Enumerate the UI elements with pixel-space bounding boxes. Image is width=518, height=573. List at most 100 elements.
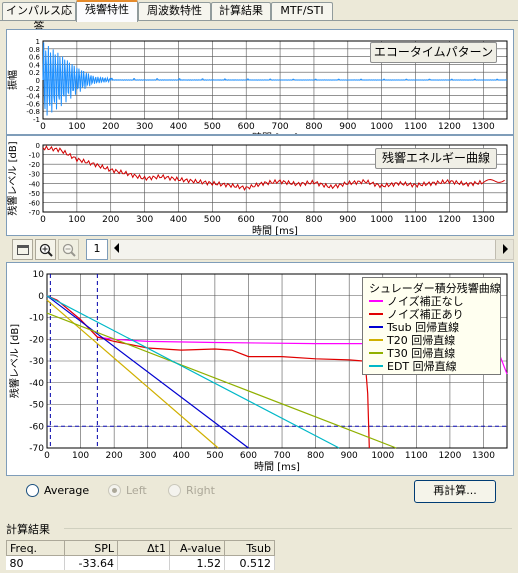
tab-results[interactable]: 計算結果 bbox=[211, 2, 271, 20]
zoom-in-button[interactable] bbox=[35, 239, 56, 260]
plot-frame bbox=[42, 144, 508, 213]
x-axis-label: 時間 [ms] bbox=[252, 132, 298, 134]
legend-swatch bbox=[369, 300, 383, 302]
legend-label: T30 回帰直線 bbox=[387, 347, 456, 360]
legend-label: ノイズ補正あり bbox=[387, 308, 464, 321]
x-axis-label: 時間 [ms] bbox=[252, 225, 298, 235]
results-section-title: 計算結果 bbox=[6, 523, 50, 536]
cell-freq: 80 bbox=[6, 555, 65, 570]
decay-series-line bbox=[46, 295, 370, 449]
col-header-tsub[interactable]: Tsub bbox=[224, 540, 275, 556]
y-tick-label: 0.8 bbox=[29, 46, 40, 54]
radio-dot bbox=[26, 484, 39, 497]
horizontal-scrollbar[interactable] bbox=[110, 239, 514, 260]
x-tick-label: 1200 bbox=[438, 215, 461, 225]
legend-swatch bbox=[369, 365, 383, 367]
decay-series-line bbox=[46, 295, 249, 449]
radio-right-label: Right bbox=[186, 484, 215, 497]
radio-average-label: Average bbox=[44, 484, 90, 497]
panel-layout-icon bbox=[16, 244, 29, 255]
x-tick-label: 300 bbox=[136, 215, 153, 225]
x-tick-label: 1200 bbox=[438, 451, 461, 461]
x-tick-label: 400 bbox=[173, 451, 190, 461]
cell-tsub: 0.512 bbox=[224, 555, 275, 570]
page-number-field[interactable]: 1 bbox=[86, 239, 108, 260]
y-tick-label: 10 bbox=[33, 270, 45, 280]
x-tick-label: 300 bbox=[139, 451, 156, 461]
results-table: Freq. SPL Δt1 A-value Tsub 80 -33.64 1.5… bbox=[6, 540, 275, 570]
y-tick-label: -1 bbox=[33, 116, 40, 124]
x-tick-label: 500 bbox=[204, 122, 221, 132]
energy-curve-button[interactable]: 残響エネルギー曲線 bbox=[375, 148, 497, 169]
x-tick-label: 0 bbox=[40, 215, 46, 225]
tab-mtf-sti[interactable]: MTF/STI bbox=[271, 2, 333, 20]
x-tick-label: 800 bbox=[305, 122, 322, 132]
y-tick-label: -10 bbox=[29, 152, 40, 160]
x-tick-label: 600 bbox=[238, 122, 255, 132]
y-tick-label: -0.2 bbox=[26, 85, 40, 93]
radio-left-label: Left bbox=[126, 484, 147, 497]
y-tick-label: -50 bbox=[29, 401, 44, 411]
legend-swatch bbox=[369, 339, 383, 341]
tab-frequency[interactable]: 周波数特性 bbox=[138, 2, 211, 20]
radio-average[interactable]: Average bbox=[26, 484, 89, 497]
y-tick-label: -40 bbox=[29, 379, 44, 389]
cell-dt1 bbox=[117, 555, 170, 570]
scroll-right-icon bbox=[503, 244, 508, 254]
legend-title: シュレーダー積分残響曲線 bbox=[369, 282, 501, 295]
x-tick-label: 1000 bbox=[371, 451, 394, 461]
radio-left[interactable]: Left bbox=[108, 484, 147, 497]
x-tick-label: 800 bbox=[305, 215, 322, 225]
panel-layout-button[interactable] bbox=[12, 239, 33, 260]
y-tick-label: -0.6 bbox=[26, 100, 40, 108]
impulse-response-panel: 0 100 200 300 400 500 600 700 800 900 1000 1100 1200… bbox=[6, 29, 514, 144]
x-tick-label: 1100 bbox=[404, 215, 427, 225]
energy-decay-panel: 0 100 200 300 400 500 600 700 800 900 1000 1100 1200… bbox=[6, 135, 514, 237]
legend-entry: EDT 回帰直線 bbox=[369, 358, 457, 374]
x-tick-label: 400 bbox=[170, 215, 187, 225]
table-row[interactable]: 80 -33.64 1.52 0.512 bbox=[6, 555, 275, 570]
y-tick-label: -70 bbox=[29, 209, 40, 217]
cell-spl: -33.64 bbox=[64, 555, 118, 570]
x-tick-label: 300 bbox=[136, 122, 153, 132]
section-divider bbox=[64, 528, 512, 529]
zoom-out-button[interactable] bbox=[58, 239, 79, 260]
x-tick-label: 700 bbox=[273, 451, 290, 461]
x-tick-label: 0 bbox=[40, 122, 46, 132]
legend-box: シュレーダー積分残響曲線 ノイズ補正なし ノイズ補正あり Tsub 回帰直線 T20 … bbox=[362, 277, 501, 375]
legend-label: T20 回帰直線 bbox=[387, 334, 456, 347]
col-header-freq[interactable]: Freq. bbox=[6, 540, 65, 556]
radio-right[interactable]: Right bbox=[168, 484, 215, 497]
scroll-left-icon[interactable] bbox=[114, 243, 119, 253]
y-axis-label: 残響レベル [dB] bbox=[7, 141, 19, 215]
col-header-avalue[interactable]: A-value bbox=[169, 540, 225, 556]
legend-swatch bbox=[369, 326, 383, 328]
y-tick-label: -60 bbox=[29, 199, 40, 207]
x-tick-label: 400 bbox=[170, 122, 187, 132]
y-axis-label: 振幅 bbox=[7, 70, 19, 90]
legend-entry: ノイズ補正あり bbox=[369, 306, 464, 322]
tab-impulse-response[interactable]: インパルス応答 bbox=[2, 2, 76, 33]
x-tick-label: 600 bbox=[238, 215, 255, 225]
x-tick-label: 1300 bbox=[472, 122, 495, 132]
cell-avalue: 1.52 bbox=[169, 555, 225, 570]
x-tick-label: 100 bbox=[68, 215, 85, 225]
x-tick-label: 800 bbox=[307, 451, 324, 461]
x-tick-label: 700 bbox=[271, 122, 288, 132]
y-tick-label: -20 bbox=[29, 161, 40, 169]
echo-time-pattern-button[interactable]: エコータイムパターン bbox=[370, 42, 497, 63]
col-header-spl[interactable]: SPL bbox=[64, 540, 118, 556]
col-header-dt1[interactable]: Δt1 bbox=[117, 540, 170, 556]
x-tick-label: 600 bbox=[240, 451, 257, 461]
y-tick-label: -50 bbox=[29, 190, 40, 198]
tab-strip: インパルス応答 残響特性 周波数特性 計算結果 MTF/STI bbox=[0, 0, 518, 33]
x-tick-label: 1300 bbox=[472, 451, 495, 461]
y-tick-label: -10 bbox=[29, 314, 44, 324]
legend-swatch bbox=[369, 352, 383, 354]
impulse-chart: 0 100 200 300 400 500 600 700 800 900 1000 1100 1200… bbox=[6, 38, 508, 144]
x-tick-label: 200 bbox=[106, 451, 123, 461]
legend-entry: ノイズ補正なし bbox=[369, 293, 464, 309]
tab-reverberation[interactable]: 残響特性 bbox=[76, 0, 138, 22]
recalculate-button[interactable]: 再計算... bbox=[414, 480, 496, 503]
legend-label: Tsub 回帰直線 bbox=[387, 321, 460, 334]
